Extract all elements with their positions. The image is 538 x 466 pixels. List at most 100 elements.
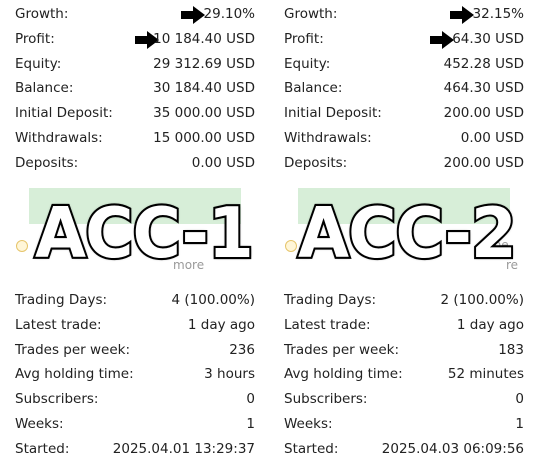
stat-value: 236 — [229, 341, 255, 358]
promo-text[interactable]: the — [489, 238, 509, 252]
stat-growth: Growth: 29.10% — [15, 2, 255, 27]
stat-label: Trades per week: — [284, 341, 400, 358]
stat-value: 3 hours — [204, 366, 255, 383]
promo-text[interactable]: more — [173, 258, 205, 272]
stat-label: Deposits: — [15, 154, 79, 171]
info-icon — [285, 240, 297, 252]
stat-initial-deposit: Initial Deposit: 35 000.00 USD — [15, 101, 255, 126]
right-arrow-icon — [430, 30, 454, 49]
stat-value: 0.00 USD — [191, 154, 255, 171]
stat-withdrawals: Withdrawals: 15 000.00 USD — [15, 126, 255, 151]
stat-label: Balance: — [284, 80, 343, 97]
stat-label: Weeks: — [284, 415, 333, 432]
stat-value: 200.00 USD — [443, 154, 524, 171]
stat-withdrawals: Withdrawals: 0.00 USD — [284, 126, 524, 151]
stat-initial-deposit: Initial Deposit: 200.00 USD — [284, 101, 524, 126]
stat-label: Weeks: — [15, 415, 64, 432]
stat-value: 2025.04.03 06:09:56 — [381, 440, 524, 457]
stat-trades-per-week: Trades per week: 236 — [15, 338, 255, 363]
stat-value: 52 minutes — [447, 366, 524, 383]
stat-label: Started: — [284, 440, 339, 457]
stat-subscribers: Subscribers: 0 — [15, 387, 255, 412]
stat-value: 4 (100.00%) — [171, 292, 255, 308]
stat-label: Started: — [15, 440, 70, 457]
stat-balance: Balance: 30 184.40 USD — [15, 76, 255, 101]
stat-value: 0.00 USD — [460, 129, 524, 146]
stat-value: 1 — [515, 415, 524, 432]
stat-label: Latest trade: — [15, 316, 102, 333]
stat-label: Deposits: — [284, 154, 348, 171]
stat-trading-days: Trading Days: 2 (100.00%) — [284, 288, 524, 313]
stat-label: Subscribers: — [15, 391, 99, 408]
stat-label: Profit: — [15, 30, 55, 47]
stat-equity: Equity: 29 312.69 USD — [15, 52, 255, 77]
stat-label: Trading Days: — [284, 292, 377, 308]
stat-weeks: Weeks: 1 — [284, 412, 524, 437]
stat-value: 452.28 USD — [443, 55, 524, 72]
stat-subscribers: Subscribers: 0 — [284, 387, 524, 412]
stat-avg-holding-time: Avg holding time: 52 minutes — [284, 362, 524, 387]
stat-value: 464.30 USD — [443, 80, 524, 97]
stat-label: Initial Deposit: — [15, 105, 113, 122]
stat-value: 1 — [246, 415, 255, 432]
promo-banner[interactable] — [298, 188, 510, 224]
stat-label: Balance: — [15, 80, 74, 97]
stat-value: 15 000.00 USD — [153, 129, 255, 146]
account-stats-bottom: Trading Days: 4 (100.00%) Latest trade: … — [15, 288, 255, 462]
account-stats-top: Growth: 32.15% Profit: 64.30 USD Equity:… — [284, 2, 524, 176]
promo-banner[interactable] — [29, 188, 241, 224]
stat-deposits: Deposits: 200.00 USD — [284, 151, 524, 176]
stat-value: 2 (100.00%) — [440, 292, 524, 308]
stat-label: Avg holding time: — [284, 366, 403, 383]
stat-latest-trade: Latest trade: 1 day ago — [284, 313, 524, 338]
stat-label: Equity: — [15, 55, 62, 72]
stat-avg-holding-time: Avg holding time: 3 hours — [15, 362, 255, 387]
stat-profit: Profit: 64.30 USD — [284, 27, 524, 52]
stat-value: 1 day ago — [187, 316, 255, 333]
stat-label: Withdrawals: — [15, 129, 103, 146]
stat-balance: Balance: 464.30 USD — [284, 76, 524, 101]
stat-label: Trading Days: — [15, 292, 108, 308]
stat-started: Started: 2025.04.03 06:09:56 — [284, 437, 524, 462]
stat-growth: Growth: 32.15% — [284, 2, 524, 27]
stat-profit: Profit: 10 184.40 USD — [15, 27, 255, 52]
account-stats-bottom: Trading Days: 2 (100.00%) Latest trade: … — [284, 288, 524, 462]
account-stats-top: Growth: 29.10% Profit: 10 184.40 USD Equ… — [15, 2, 255, 176]
right-arrow-icon — [450, 6, 474, 24]
stat-label: Subscribers: — [284, 391, 368, 408]
stat-value: 2025.04.01 13:29:37 — [112, 440, 255, 457]
stat-weeks: Weeks: 1 — [15, 412, 255, 437]
stat-value: 29 312.69 USD — [153, 55, 255, 72]
promo-text[interactable]: re — [506, 258, 519, 272]
stat-trading-days: Trading Days: 4 (100.00%) — [15, 288, 255, 313]
account-badge: ACC-1 — [33, 191, 256, 276]
stat-deposits: Deposits: 0.00 USD — [15, 151, 255, 176]
stat-label: Trades per week: — [15, 341, 131, 358]
stat-label: Avg holding time: — [15, 366, 134, 383]
stat-value: 35 000.00 USD — [153, 105, 255, 122]
stat-value: 29.10% — [203, 6, 255, 22]
stat-started: Started: 2025.04.01 13:29:37 — [15, 437, 255, 462]
stat-value: 0 — [515, 391, 524, 408]
info-icon — [16, 240, 28, 252]
stat-value: 64.30 USD — [452, 30, 524, 47]
stat-value: 1 day ago — [456, 316, 524, 333]
account-badge: ACC-2 — [296, 191, 519, 276]
stat-equity: Equity: 452.28 USD — [284, 52, 524, 77]
stat-label: Profit: — [284, 30, 324, 47]
stat-trades-per-week: Trades per week: 183 — [284, 338, 524, 363]
stat-value: 30 184.40 USD — [153, 80, 255, 97]
stat-value: 183 — [498, 341, 524, 358]
stat-label: Growth: — [15, 6, 69, 22]
stat-label: Initial Deposit: — [284, 105, 382, 122]
right-arrow-icon — [181, 6, 205, 24]
stat-label: Latest trade: — [284, 316, 371, 333]
stat-value: 10 184.40 USD — [153, 30, 255, 47]
stat-value: 0 — [246, 391, 255, 408]
right-arrow-icon — [135, 30, 159, 49]
stat-label: Withdrawals: — [284, 129, 372, 146]
stat-label: Growth: — [284, 6, 338, 22]
stat-label: Equity: — [284, 55, 331, 72]
stat-latest-trade: Latest trade: 1 day ago — [15, 313, 255, 338]
stat-value: 32.15% — [472, 6, 524, 22]
